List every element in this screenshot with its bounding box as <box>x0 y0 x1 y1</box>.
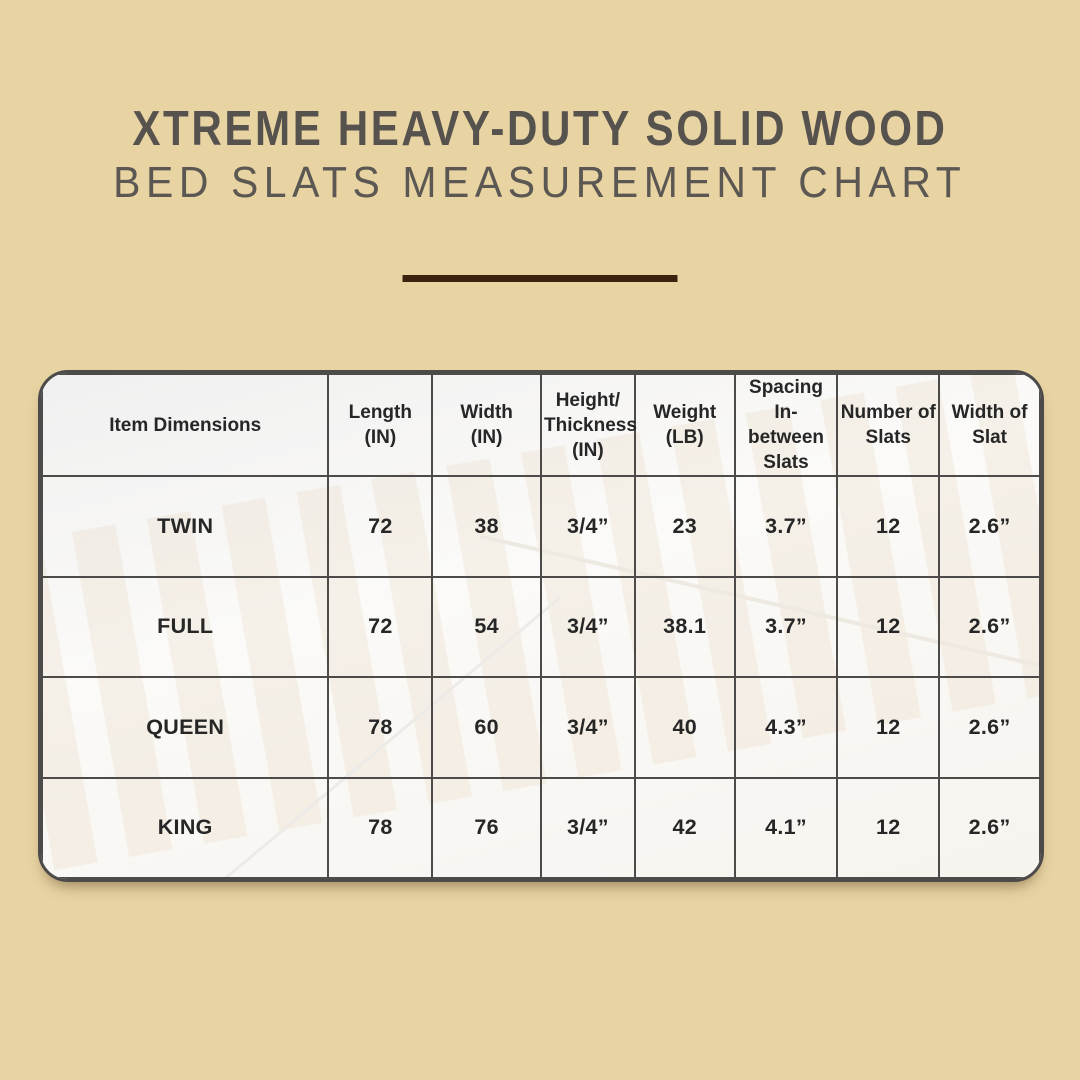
data-cell: 2.6” <box>938 575 1041 679</box>
data-cell: 4.3” <box>733 676 839 779</box>
page-title-line2-text: BED SLATS MEASUREMENT CHART <box>113 158 967 207</box>
data-cell: 54 <box>431 575 542 679</box>
data-cell: 12 <box>836 475 941 578</box>
data-cell: 3/4” <box>540 776 636 879</box>
data-cell: 76 <box>431 776 542 879</box>
column-header-item-dimensions: Item Dimensions <box>41 373 330 478</box>
column-header-spacing: Spacing In-between Slats <box>733 373 839 478</box>
table-row-king: KING 78 76 3/4” 42 4.1” 12 2.6” <box>41 776 1041 879</box>
data-cell: 3/4” <box>540 475 636 578</box>
data-cell: 78 <box>327 676 434 779</box>
column-header-width: Width (IN) <box>431 373 542 478</box>
page-title-line1: XTREME HEAVY-DUTY SOLID WOOD <box>0 101 1080 157</box>
data-cell: 3.7” <box>733 475 839 578</box>
data-cell: 12 <box>836 575 941 679</box>
row-label: QUEEN <box>41 676 330 779</box>
column-header-height-thickness: Height/ Thickness (IN) <box>540 373 637 478</box>
data-cell: 72 <box>327 575 434 679</box>
data-cell: 78 <box>327 776 434 879</box>
column-header-width-of-slat: Width of Slat <box>938 373 1041 478</box>
data-cell: 23 <box>633 475 736 578</box>
title-divider-bar <box>402 275 678 282</box>
data-cell: 2.6” <box>938 676 1041 779</box>
row-label: FULL <box>41 575 330 679</box>
data-cell: 3/4” <box>540 575 636 679</box>
column-header-length: Length (IN) <box>327 373 434 478</box>
data-cell: 42 <box>633 776 736 879</box>
data-cell: 72 <box>327 475 434 578</box>
column-header-weight: Weight (LB) <box>633 373 736 478</box>
header-row: Item Dimensions Length (IN) Width (IN) H… <box>41 373 1041 478</box>
table-row-twin: TWIN 72 38 3/4” 23 3.7” 12 2.6” <box>41 475 1041 578</box>
data-cell: 38.1 <box>633 575 736 679</box>
data-cell: 60 <box>431 676 542 779</box>
data-cell: 3/4” <box>540 676 636 779</box>
data-cell: 3.7” <box>733 575 839 679</box>
page-title-line2: BED SLATS MEASUREMENT CHART <box>0 158 1080 208</box>
data-cell: 4.1” <box>733 776 839 879</box>
data-cell: 2.6” <box>938 475 1041 578</box>
row-label: TWIN <box>41 475 330 578</box>
measurement-table-grid: Item Dimensions Length (IN) Width (IN) H… <box>41 373 1041 879</box>
column-header-number-of-slats: Number of Slats <box>836 373 941 478</box>
row-label: KING <box>41 776 330 879</box>
data-cell: 40 <box>633 676 736 779</box>
table-row-queen: QUEEN 78 60 3/4” 40 4.3” 12 2.6” <box>41 676 1041 779</box>
page-title-line1-text: XTREME HEAVY-DUTY SOLID WOOD <box>132 102 948 156</box>
data-cell: 12 <box>836 776 941 879</box>
measurement-table: Item Dimensions Length (IN) Width (IN) H… <box>38 370 1044 882</box>
data-cell: 2.6” <box>938 776 1041 879</box>
data-cell: 38 <box>431 475 542 578</box>
table-row-full: FULL 72 54 3/4” 38.1 3.7” 12 2.6” <box>41 575 1041 679</box>
data-cell: 12 <box>836 676 941 779</box>
